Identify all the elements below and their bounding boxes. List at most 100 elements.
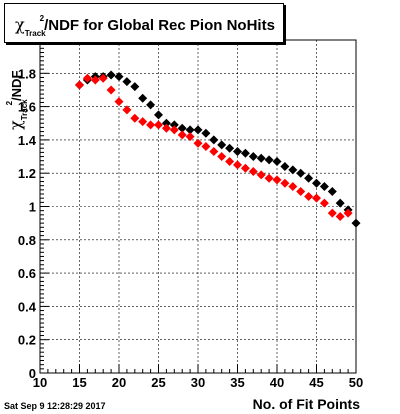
x-tick-label: 10 — [33, 375, 47, 390]
y-tick-label: 0.2 — [18, 333, 36, 348]
data-point — [201, 128, 211, 138]
data-point — [114, 97, 124, 107]
x-tick-label: 25 — [151, 375, 165, 390]
data-point — [146, 100, 156, 110]
chart-title: χTrack 2/NDF for Global Rec Pion NoHits — [15, 14, 275, 38]
data-point — [154, 120, 163, 130]
data-point — [98, 73, 108, 83]
x-tick-label: 45 — [309, 375, 323, 390]
y-axis-label: χTrack 2/NDF — [5, 71, 29, 130]
data-point — [114, 72, 124, 82]
data-point — [280, 162, 290, 172]
data-point — [146, 120, 156, 130]
ylabel-subscript: Track — [20, 99, 29, 121]
data-point — [256, 153, 266, 163]
data-point — [201, 142, 211, 152]
data-point — [319, 182, 329, 192]
data-point — [177, 123, 187, 133]
data-point — [272, 157, 282, 167]
y-tick-label: 1.4 — [18, 133, 37, 148]
data-point — [169, 120, 179, 130]
data-point — [161, 123, 171, 133]
y-tick-label: 1.2 — [18, 166, 36, 181]
data-point — [193, 125, 203, 135]
data-point — [217, 152, 227, 162]
y-tick-label: 1.8 — [18, 66, 36, 81]
data-point — [248, 152, 258, 162]
series-2 — [75, 73, 353, 221]
y-tick-label: 0.8 — [18, 233, 36, 248]
y-tick-label: 1 — [29, 200, 36, 215]
data-point — [185, 132, 195, 142]
data-point — [106, 70, 116, 80]
ylabel-chi-symbol: χ — [6, 120, 25, 130]
data-point — [225, 157, 235, 167]
data-point — [209, 135, 219, 145]
grid — [40, 40, 356, 373]
data-point — [154, 110, 163, 120]
x-tick-label: 15 — [72, 375, 86, 390]
data-point — [161, 118, 171, 128]
x-tick-label: 40 — [270, 375, 284, 390]
data-point — [106, 85, 116, 95]
x-axis-label: No. of Fit Points — [252, 396, 360, 412]
title-subscript: Track — [24, 29, 46, 38]
data-point — [193, 138, 203, 148]
date-stamp: Sat Sep 9 12:28:29 2017 — [4, 401, 106, 411]
data-point — [304, 192, 314, 202]
x-tick-label: 20 — [112, 375, 126, 390]
x-tick-label: 30 — [191, 375, 205, 390]
x-tick-label: 50 — [349, 375, 363, 390]
data-point — [256, 170, 266, 180]
axis-ticks — [39, 43, 357, 374]
data-point — [177, 130, 187, 140]
y-tick-label: 0.4 — [18, 299, 37, 314]
data-point — [280, 178, 290, 188]
data-point — [272, 175, 282, 185]
data-point — [138, 93, 148, 103]
data-point — [335, 211, 345, 221]
data-point — [327, 187, 337, 197]
data-point — [296, 187, 306, 197]
data-point — [312, 178, 321, 188]
y-tick-label: 0.6 — [18, 266, 36, 281]
title-text: /NDF for Global Rec Pion NoHits — [44, 17, 275, 34]
data-point — [240, 148, 250, 158]
y-tick-label: 0 — [29, 366, 36, 381]
data-point — [343, 208, 353, 218]
data-point — [75, 80, 84, 90]
data-point — [240, 163, 250, 173]
data-point — [90, 75, 100, 85]
data-point — [122, 105, 132, 115]
data-point — [335, 198, 345, 208]
data-point — [209, 147, 219, 157]
data-point — [319, 198, 329, 208]
data-point — [130, 82, 140, 92]
data-point — [217, 140, 227, 150]
title-superscript: 2 — [39, 14, 45, 23]
title-box: χTrack 2/NDF for Global Rec Pion NoHits — [4, 3, 284, 43]
data-point — [264, 155, 274, 165]
data-point — [304, 173, 314, 183]
data-point — [225, 143, 235, 153]
data-point — [169, 125, 179, 135]
data-point — [327, 208, 337, 218]
data-point — [288, 182, 298, 192]
x-tick-label: 35 — [230, 375, 244, 390]
data-point — [288, 165, 298, 175]
data-points — [75, 70, 361, 228]
axis-tick-labels: 10 15 20 25 30 35 40 45 50 0 0.2 0.4 0.6 0.8 1 1.2 1.4 1.… — [18, 66, 363, 390]
data-point — [138, 117, 148, 127]
data-point — [130, 113, 140, 123]
ylabel-text: /NDF — [9, 70, 24, 101]
y-tick-label: 1.6 — [18, 100, 36, 115]
data-point — [122, 77, 132, 87]
data-point — [312, 193, 321, 203]
data-point — [296, 168, 306, 178]
data-point — [248, 167, 258, 177]
data-point — [233, 160, 242, 170]
data-point — [82, 73, 92, 83]
series-1 — [75, 70, 361, 228]
title-chi-symbol: χ — [15, 15, 25, 34]
